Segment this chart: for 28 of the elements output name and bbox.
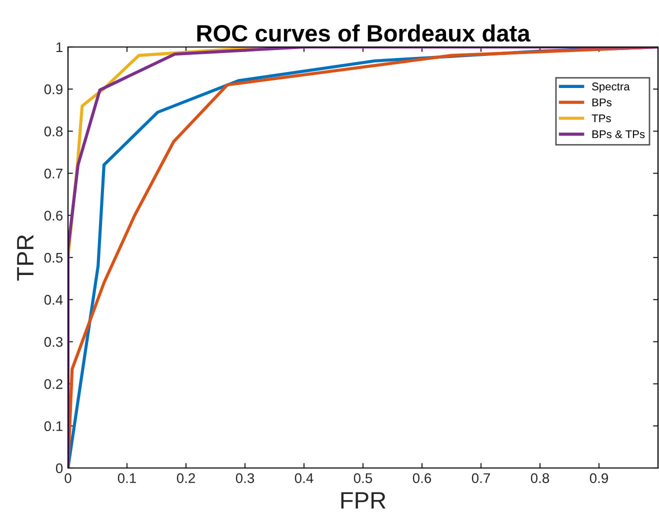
legend-label: BPs (592, 98, 612, 106)
x-tick-label: 0.4 (294, 473, 314, 484)
x-tick-label: 0.1 (118, 473, 136, 484)
legend-label: TPs (592, 114, 611, 122)
x-axis-title: FPR (341, 492, 386, 508)
y-tick-label: 0.6 (44, 210, 63, 221)
y-tick-label: 0.2 (44, 379, 62, 389)
legend-label: Spectra (592, 82, 630, 93)
y-tick-label: 0.7 (44, 168, 62, 178)
y-tick-label: 0.8 (44, 126, 63, 136)
x-tick-label: 0 (64, 473, 72, 484)
x-tick-label: 0.5 (354, 473, 372, 484)
x-tick-label: 0.2 (176, 473, 195, 484)
x-tick-label: 0.9 (590, 473, 608, 484)
y-tick-label: 0.3 (44, 337, 63, 347)
y-tick-label: 0.4 (44, 294, 63, 305)
y-tick-label: 0.9 (44, 84, 62, 94)
y-tick-label: 0.5 (44, 252, 63, 263)
y-tick-label: 0 (56, 463, 63, 474)
legend-label: BPs & TPs (592, 130, 645, 138)
y-tick-label: 0.1 (44, 421, 62, 432)
y-tick-label: 1 (56, 42, 62, 52)
chart-title: ROC curves of Bordeaux data (197, 24, 530, 42)
x-tick-label: 0.6 (412, 473, 432, 484)
x-tick-label: 0.8 (530, 473, 550, 484)
y-axis-title: TPR (17, 234, 34, 281)
x-tick-label: 0.7 (472, 473, 490, 484)
x-tick-label: 0.3 (236, 473, 254, 484)
